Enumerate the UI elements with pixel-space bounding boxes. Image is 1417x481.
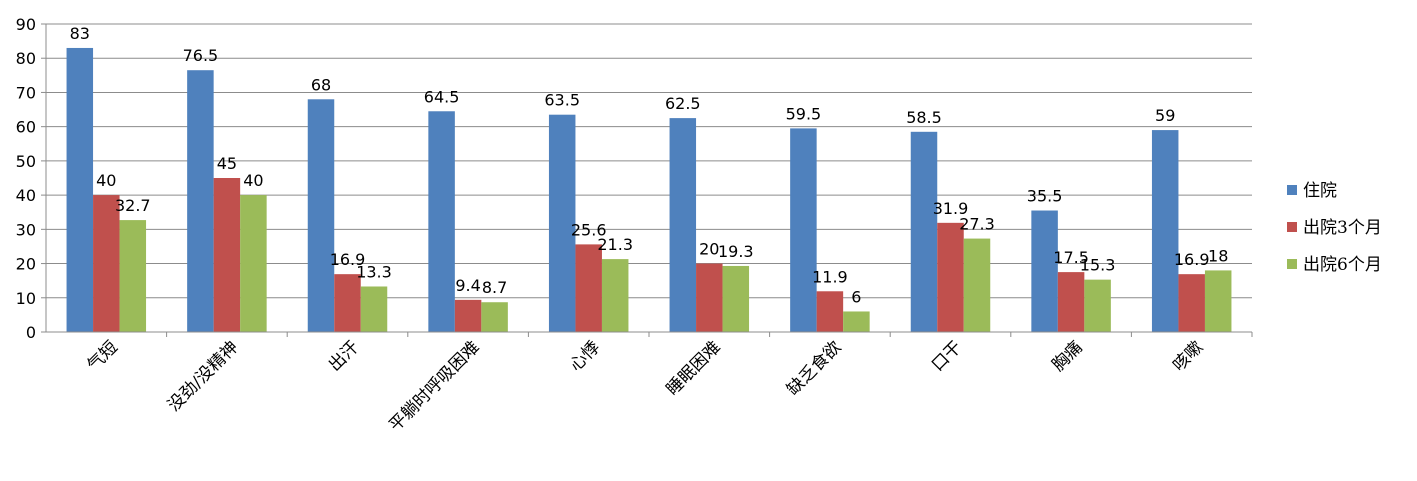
bar xyxy=(963,238,991,332)
data-label: 20 xyxy=(699,240,719,259)
data-label: 18 xyxy=(1208,246,1228,265)
data-label: 62.5 xyxy=(665,94,701,113)
bar xyxy=(790,128,817,332)
legend-label: 出院6个月 xyxy=(1303,255,1382,275)
data-label: 59.5 xyxy=(786,104,822,123)
bars xyxy=(66,47,1232,333)
x-category-label: 口干 xyxy=(928,337,966,375)
bar xyxy=(1151,130,1179,332)
data-label: 21.3 xyxy=(597,235,633,254)
bar xyxy=(360,286,388,332)
bar xyxy=(722,265,750,332)
bar xyxy=(910,131,938,332)
data-label: 63.5 xyxy=(544,91,580,110)
legend-label: 住院 xyxy=(1303,181,1337,201)
bar xyxy=(601,259,629,332)
y-axis: 0 10 20 30 40 50 60 70 80 90 xyxy=(16,15,47,342)
data-label: 45 xyxy=(217,154,237,173)
x-category-label: 心悸 xyxy=(566,337,604,375)
bar xyxy=(816,291,844,332)
bar xyxy=(454,299,482,332)
data-label: 19.3 xyxy=(718,242,754,261)
bar xyxy=(307,99,335,333)
data-label: 31.9 xyxy=(933,199,969,218)
data-label: 13.3 xyxy=(356,262,392,281)
bar xyxy=(1031,210,1058,332)
bar xyxy=(240,195,267,332)
y-tick-label: 0 xyxy=(26,323,36,342)
bar xyxy=(937,222,964,332)
legend-label: 出院3个月 xyxy=(1303,218,1382,238)
data-label: 15.3 xyxy=(1080,256,1116,275)
bar xyxy=(1084,279,1111,332)
data-label: 32.7 xyxy=(115,196,151,215)
legend-swatch xyxy=(1287,222,1297,232)
bar xyxy=(428,111,455,333)
x-category-label: 出汗 xyxy=(325,337,363,375)
y-tick-label: 10 xyxy=(16,289,36,308)
x-category-label: 缺乏食欲 xyxy=(783,337,845,399)
y-tick-label: 40 xyxy=(16,186,36,205)
y-tick-label: 90 xyxy=(16,15,36,34)
bar xyxy=(334,274,361,332)
x-category-label: 没劲/没精神 xyxy=(164,337,242,415)
bar xyxy=(66,47,94,332)
data-label: 27.3 xyxy=(959,215,995,234)
data-label: 16.9 xyxy=(330,250,366,269)
x-axis: 气短 没劲/没精神 出汗 平躺时呼吸困难 心悸 睡眠困难 缺乏食欲 口干 胸痛 咳嗽 xyxy=(46,331,1253,436)
legend-swatch xyxy=(1287,259,1297,269)
bar xyxy=(669,118,697,332)
bar xyxy=(575,244,602,332)
data-label: 17.5 xyxy=(1053,248,1089,267)
data-label: 8.7 xyxy=(482,278,507,297)
bar xyxy=(1178,274,1205,332)
data-label: 9.4 xyxy=(455,276,480,295)
bar xyxy=(548,114,576,332)
bar xyxy=(119,220,147,332)
data-label: 25.6 xyxy=(571,220,607,239)
bar xyxy=(213,178,241,332)
bar xyxy=(187,70,214,332)
bar xyxy=(696,263,723,332)
x-category-label: 咳嗽 xyxy=(1169,337,1207,375)
bar xyxy=(93,195,120,332)
data-label: 64.5 xyxy=(424,87,460,106)
x-category-label: 睡眠困难 xyxy=(663,337,725,399)
y-tick-label: 70 xyxy=(16,83,36,102)
bar xyxy=(1204,270,1232,332)
bar xyxy=(843,311,870,332)
y-tick-label: 60 xyxy=(16,118,36,137)
data-label: 40 xyxy=(96,171,116,190)
x-category-label: 平躺时呼吸困难 xyxy=(385,337,483,435)
bar xyxy=(1057,272,1085,332)
data-label: 83 xyxy=(70,24,90,43)
y-tick-label: 50 xyxy=(16,152,36,171)
data-label: 35.5 xyxy=(1027,187,1063,206)
data-label: 68 xyxy=(311,75,331,94)
data-label: 59 xyxy=(1155,106,1175,125)
bar xyxy=(481,302,508,332)
y-tick-label: 20 xyxy=(16,255,36,274)
data-label: 11.9 xyxy=(812,267,848,286)
data-label: 58.5 xyxy=(906,108,942,127)
data-label: 6 xyxy=(851,287,861,306)
y-tick-label: 30 xyxy=(16,220,36,239)
data-label: 40 xyxy=(243,171,263,190)
x-category-label: 胸痛 xyxy=(1048,337,1086,375)
y-tick-label: 80 xyxy=(16,49,36,68)
legend-swatch xyxy=(1287,185,1297,195)
x-category-label: 气短 xyxy=(84,337,122,375)
data-label: 16.9 xyxy=(1174,250,1210,269)
data-label: 76.5 xyxy=(183,46,219,65)
